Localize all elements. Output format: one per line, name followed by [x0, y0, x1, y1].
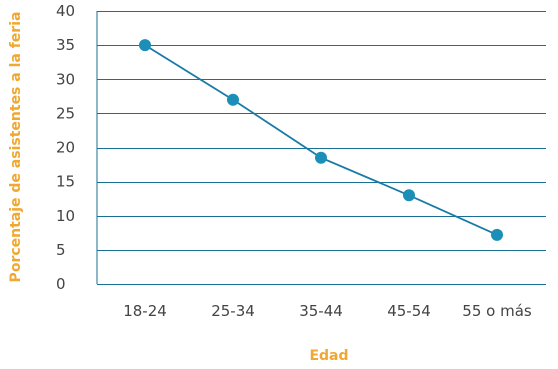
y-tick-label: 0	[56, 275, 66, 293]
y-axis-title: Porcentaje de asistentes a la feria	[8, 12, 24, 283]
x-tick-labels: 18-24 25-34 35-44 45-54 55 o más	[123, 302, 532, 320]
y-tick-label: 20	[56, 139, 75, 157]
x-tick-label: 45-54	[387, 302, 431, 320]
series-line	[144, 44, 498, 236]
series-group	[139, 39, 503, 241]
y-tick-label: 10	[56, 207, 75, 225]
gridlines	[96, 11, 546, 285]
y-tick-label: 35	[56, 36, 75, 54]
y-tick-label: 15	[56, 173, 75, 191]
data-point	[139, 39, 151, 52]
x-tick-label: 35-44	[299, 302, 343, 320]
y-tick-label: 40	[56, 2, 75, 20]
y-tick-label: 30	[56, 70, 75, 88]
x-axis-title: Edad	[309, 348, 348, 364]
x-tick-label: 25-34	[211, 302, 255, 320]
data-point	[491, 228, 503, 241]
data-point	[403, 189, 415, 202]
y-tick-labels: 0 5 10 15 20 25 30 35 40	[56, 2, 75, 293]
data-point	[227, 93, 239, 106]
y-tick-label: 5	[56, 241, 66, 259]
y-tick-label: 25	[56, 104, 75, 122]
x-tick-label: 18-24	[123, 302, 167, 320]
data-point	[315, 151, 327, 164]
x-tick-label: 55 o más	[462, 302, 532, 320]
